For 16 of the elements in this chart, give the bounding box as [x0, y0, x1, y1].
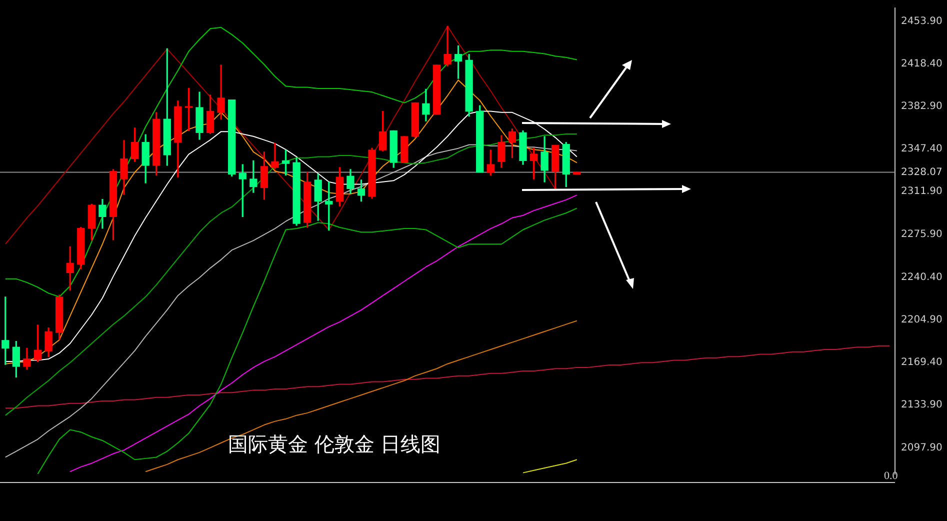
y-tick-label: 2311.90 [901, 186, 942, 198]
y-tick-label: 2240.40 [901, 272, 942, 283]
y-tick-label: 2169.40 [901, 356, 942, 368]
candlestick [271, 142, 279, 169]
y-tick-label: 2097.90 [901, 442, 942, 454]
y-tick-label: 2275.90 [901, 229, 942, 240]
y-tick-label: 2133.90 [901, 399, 942, 410]
y-tick-label: 2418.40 [901, 58, 942, 70]
y-tick-label: 2204.90 [901, 314, 942, 326]
y-tick-label: 2347.40 [901, 144, 942, 155]
text: 国际黄金 伦敦金 日线图 [228, 431, 441, 458]
candlestick [444, 26, 452, 66]
y-tick-label: 2453.90 [901, 16, 942, 28]
annotation: 0.0 [884, 470, 898, 482]
y-tick-label: 2382.90 [901, 101, 942, 112]
ref-line-label: 2328.07 [901, 166, 942, 178]
